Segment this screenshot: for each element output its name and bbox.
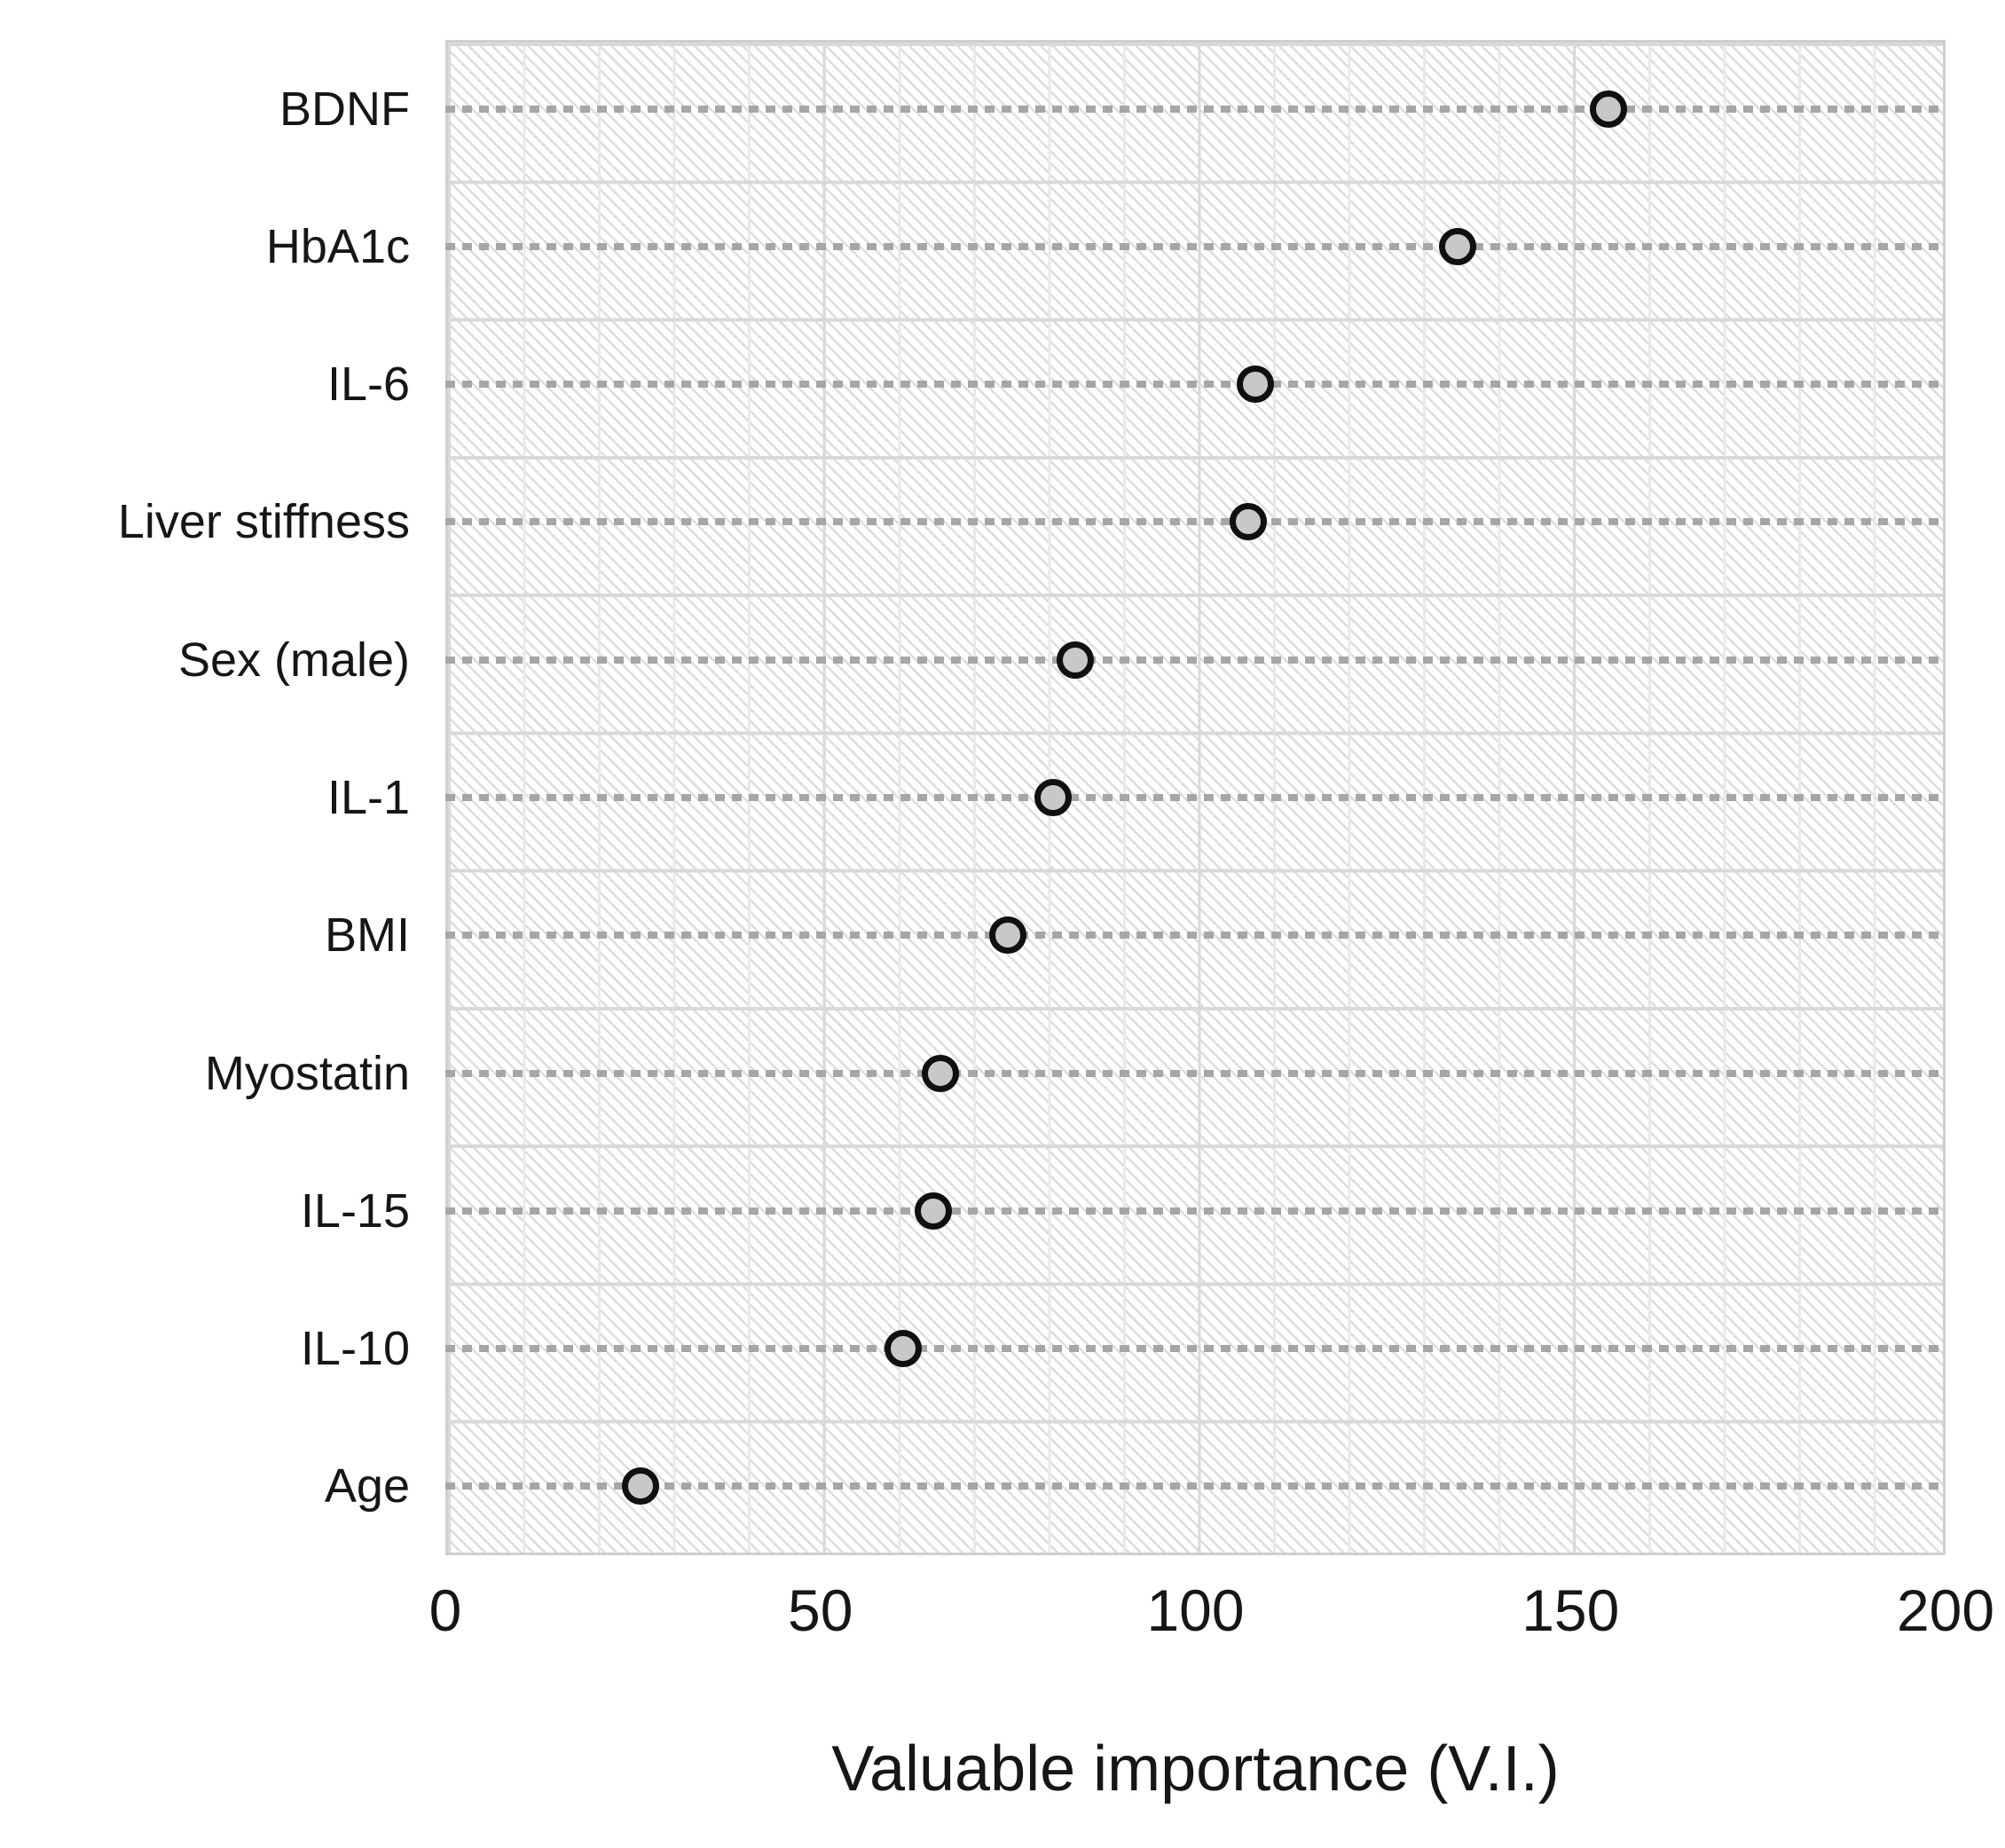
category-label: Age bbox=[324, 1459, 410, 1514]
row-guide-dotted-line bbox=[445, 518, 1946, 526]
row-guide-dotted-line bbox=[445, 242, 1946, 250]
row-guide-dotted-line bbox=[445, 794, 1946, 801]
category-label: HbA1c bbox=[265, 219, 410, 273]
x-axis-tick-label: 0 bbox=[429, 1577, 462, 1643]
data-point-marker bbox=[1034, 779, 1072, 816]
data-point-marker bbox=[922, 1054, 960, 1092]
row-guide-dotted-line bbox=[445, 105, 1946, 113]
category-label: IL-10 bbox=[300, 1322, 410, 1376]
data-point-marker bbox=[989, 916, 1027, 955]
row-guide-dotted-line bbox=[445, 656, 1946, 664]
row-guide-dotted-line bbox=[445, 1345, 1946, 1353]
data-point-marker bbox=[1057, 641, 1095, 679]
data-point-marker bbox=[621, 1467, 659, 1506]
x-axis-tick-label: 50 bbox=[788, 1577, 853, 1643]
x-axis-title: Valuable importance (V.I.) bbox=[831, 1734, 1560, 1805]
data-point-marker bbox=[884, 1330, 922, 1368]
data-point-marker bbox=[1439, 227, 1477, 265]
row-guide-dotted-line bbox=[445, 1069, 1946, 1077]
category-label: IL-6 bbox=[326, 358, 410, 412]
row-guide-dotted-line bbox=[445, 381, 1946, 389]
category-label: Myostatin bbox=[204, 1046, 410, 1100]
category-label: Liver stiffness bbox=[117, 495, 410, 549]
row-guide-dotted-line bbox=[445, 1207, 1946, 1215]
category-label: BDNF bbox=[279, 82, 410, 136]
data-point-marker bbox=[1229, 503, 1267, 541]
x-axis-tick-label: 200 bbox=[1896, 1577, 1995, 1643]
category-label: BMI bbox=[324, 908, 410, 963]
category-label: Sex (male) bbox=[177, 633, 410, 687]
data-point-marker bbox=[914, 1191, 952, 1230]
x-axis-tick-label: 150 bbox=[1521, 1577, 1620, 1643]
data-point-marker bbox=[1237, 366, 1275, 404]
x-axis-tick-label: 100 bbox=[1146, 1577, 1245, 1643]
row-guide-dotted-line bbox=[445, 1482, 1946, 1490]
data-point-marker bbox=[1589, 90, 1627, 128]
category-label: IL-15 bbox=[300, 1184, 410, 1238]
category-label: IL-1 bbox=[326, 770, 410, 824]
row-guide-dotted-line bbox=[445, 932, 1946, 940]
